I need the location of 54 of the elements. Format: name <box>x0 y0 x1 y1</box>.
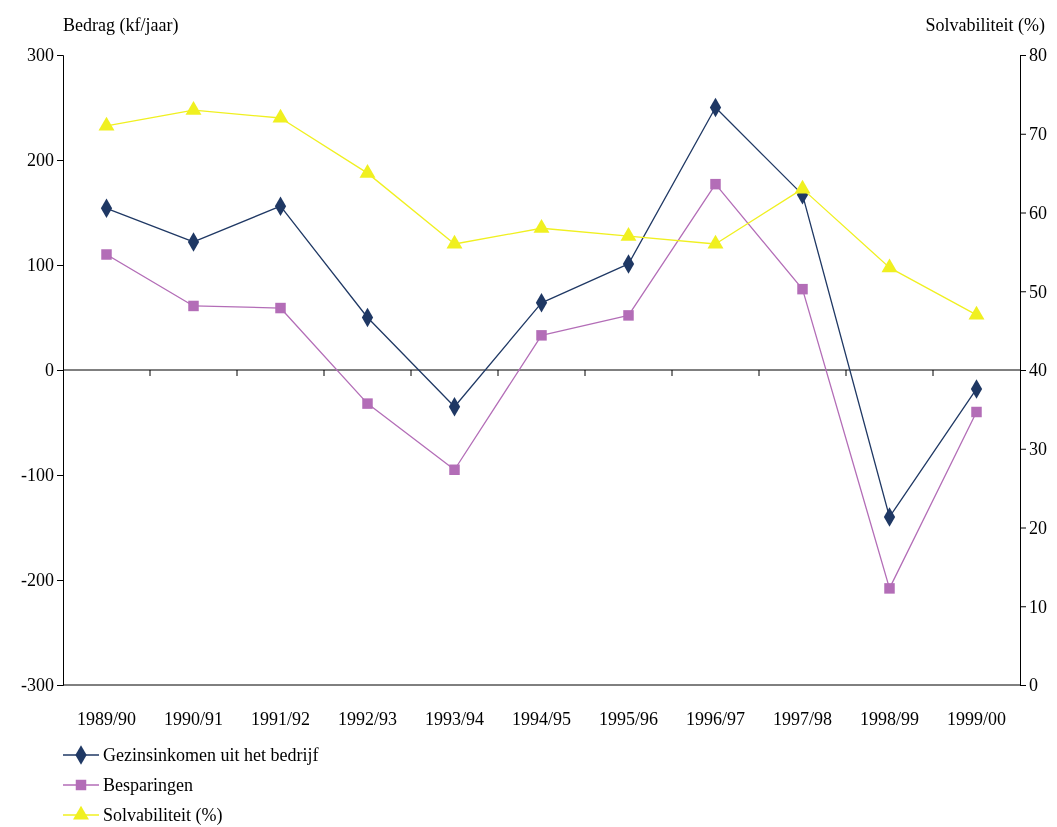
x-tick-label: 1998/99 <box>859 709 920 729</box>
point <box>710 178 721 190</box>
y-tick-label: 200 <box>27 150 54 171</box>
y-tick-label: 0 <box>45 360 54 381</box>
x-tick-label: 1996/97 <box>685 709 746 729</box>
point <box>188 300 199 312</box>
x-tick-label: 1990/91 <box>163 709 224 729</box>
legend-label: Gezinsinkomen uit het bedrijf <box>103 745 319 765</box>
x-tick-label: 1994/95 <box>511 709 572 729</box>
point <box>536 330 547 341</box>
point <box>881 258 898 273</box>
legend-label: Besparingen <box>103 775 193 795</box>
y2-tick-label: 60 <box>1029 202 1047 223</box>
point <box>101 249 112 260</box>
y2-tick-label: 80 <box>1029 45 1047 66</box>
x-tick-label: 1989/90 <box>76 709 137 729</box>
point <box>185 100 202 115</box>
x-tick-label: 1993/94 <box>424 709 485 729</box>
y-tick-label: -100 <box>21 465 54 486</box>
legend-label: Solvabiliteit (%) <box>103 805 223 826</box>
y-tick-label: -300 <box>21 675 54 696</box>
x-tick-label: 1995/96 <box>598 709 659 729</box>
point <box>794 179 811 194</box>
point <box>884 583 895 594</box>
point <box>533 219 550 233</box>
y2-tick-label: 70 <box>1029 124 1047 145</box>
y2-tick-label: 10 <box>1029 596 1047 617</box>
x-tick-label: 1991/92 <box>250 709 311 729</box>
x-tick-label: 1997/98 <box>772 709 833 729</box>
point <box>362 398 373 409</box>
y2-tick-label: 0 <box>1029 675 1038 696</box>
point <box>797 283 808 295</box>
y2-tick-label: 20 <box>1029 517 1047 538</box>
x-tick-label: 1992/93 <box>337 709 398 729</box>
y2-tick-label: 40 <box>1029 360 1047 381</box>
point <box>446 234 463 249</box>
y-tick-label: 100 <box>27 255 54 276</box>
point <box>620 226 637 241</box>
y-tick-label: 300 <box>27 45 54 66</box>
point <box>359 163 376 178</box>
point <box>707 234 724 249</box>
point <box>623 310 634 321</box>
y-axis-title: Bedrag (kf/jaar) <box>63 15 179 36</box>
point <box>275 302 286 314</box>
point <box>272 108 289 123</box>
x-tick-label: 1999/00 <box>946 709 1007 729</box>
point <box>449 464 460 475</box>
y-tick-label: -200 <box>21 570 54 591</box>
y2-tick-label: 50 <box>1029 281 1047 302</box>
point <box>971 406 982 418</box>
point <box>968 305 985 320</box>
y2-axis-title: Solvabiliteit (%) <box>925 15 1045 36</box>
y2-tick-label: 30 <box>1029 439 1047 460</box>
point <box>98 116 115 131</box>
